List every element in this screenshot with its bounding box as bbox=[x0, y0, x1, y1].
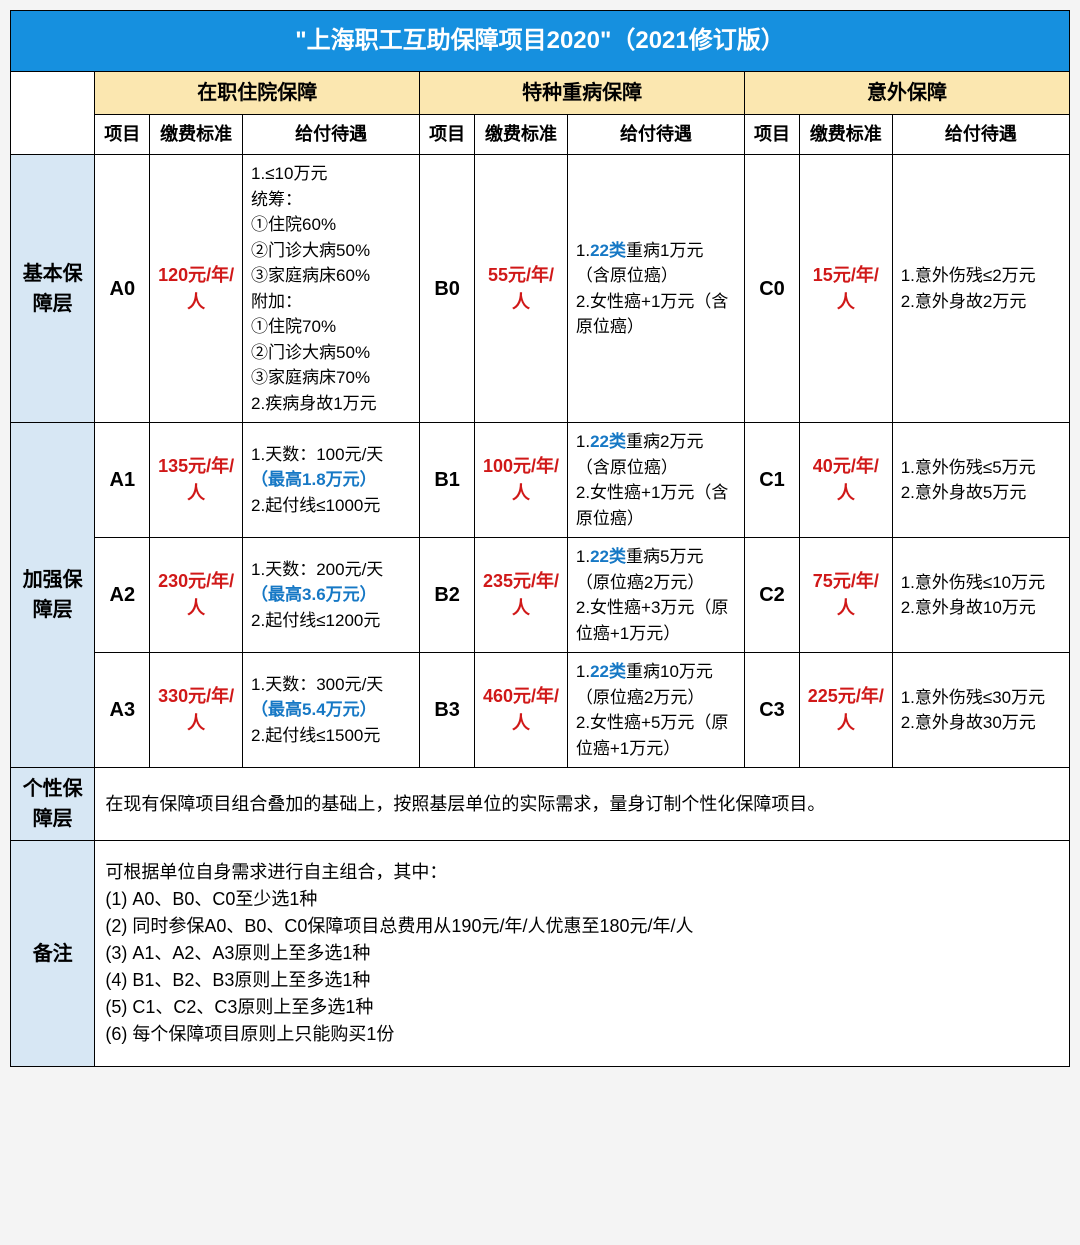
c0-benefit: 1.意外伤残≤2万元 2.意外身故2万元 bbox=[892, 155, 1069, 423]
sub-c-2: 给付待遇 bbox=[892, 115, 1069, 155]
row-notes: 备注 可根据单位自身需求进行自主组合，其中： (1) A0、B0、C0至少选1种… bbox=[11, 841, 1070, 1067]
row-basic: 基本保障层 A0 120元/年/人 1.≤10万元 统筹： ①住院60% ②门诊… bbox=[11, 155, 1070, 423]
sub-b-2: 给付待遇 bbox=[567, 115, 744, 155]
b3-b2: 2.女性癌+5万元（原位癌+1万元） bbox=[576, 713, 729, 758]
row-custom: 个性保障层 在现有保障项目组合叠加的基础上，按照基层单位的实际需求，量身订制个性… bbox=[11, 768, 1070, 841]
a2-fee: 230元/年/人 bbox=[150, 538, 243, 653]
a0-fee: 120元/年/人 bbox=[150, 155, 243, 423]
b3-benefit: 1.22类重病10万元（原位癌2万元）2.女性癌+5万元（原位癌+1万元） bbox=[567, 653, 744, 768]
b1-benefit: 1.22类重病2万元（含原位癌）2.女性癌+1万元（含原位癌） bbox=[567, 423, 744, 538]
b1-b2: 2.女性癌+1万元（含原位癌） bbox=[576, 483, 729, 528]
b2-22: 22类 bbox=[590, 547, 626, 566]
a1-benefit: 1.天数：100元/天 （最高1.8万元） 2.起付线≤1000元 bbox=[243, 423, 420, 538]
layer-enhanced: 加强保障层 bbox=[11, 423, 95, 768]
b3-proj: B3 bbox=[420, 653, 475, 768]
layer-custom-label: 个性保障层 bbox=[23, 778, 83, 830]
custom-text: 在现有保障项目组合叠加的基础上，按照基层单位的实际需求，量身订制个性化保障项目。 bbox=[95, 768, 1070, 841]
a2-bblue: （最高3.6万元） bbox=[251, 585, 377, 604]
a0-benefit-text: 1.≤10万元 统筹： ①住院60% ②门诊大病50% ③家庭病床60% 附加：… bbox=[251, 164, 377, 413]
cat-a: 在职住院保障 bbox=[95, 72, 420, 115]
b0-b2: 2.女性癌+1万元（含原位癌） bbox=[576, 292, 729, 337]
c1-fee: 40元/年/人 bbox=[799, 423, 892, 538]
b2-b2: 2.女性癌+3万元（原位癌+1万元） bbox=[576, 598, 729, 643]
b0-b1p: 1. bbox=[576, 241, 590, 260]
c0-proj: C0 bbox=[745, 155, 800, 423]
b1-fee: 100元/年/人 bbox=[475, 423, 568, 538]
a1-bblue: （最高1.8万元） bbox=[251, 470, 377, 489]
layer-header-blank bbox=[11, 72, 95, 155]
b3-fee: 460元/年/人 bbox=[475, 653, 568, 768]
insurance-table-wrapper: "上海职工互助保障项目2020"（2021修订版） 在职住院保障 特种重病保障 … bbox=[10, 10, 1070, 1067]
sub-a-1: 缴费标准 bbox=[150, 115, 243, 155]
b3-b1p: 1. bbox=[576, 662, 590, 681]
layer-notes: 备注 bbox=[11, 841, 95, 1067]
b0-fee: 55元/年/人 bbox=[475, 155, 568, 423]
b2-proj: B2 bbox=[420, 538, 475, 653]
cat-c: 意外保障 bbox=[745, 72, 1070, 115]
b3-22: 22类 bbox=[590, 662, 626, 681]
a1-fee: 135元/年/人 bbox=[150, 423, 243, 538]
row-a1: 加强保障层 A1 135元/年/人 1.天数：100元/天（最高1.8万元）2.… bbox=[11, 423, 1070, 538]
a1-b2: 2.起付线≤1000元 bbox=[251, 496, 380, 515]
b1-proj: B1 bbox=[420, 423, 475, 538]
a2-proj: A2 bbox=[95, 538, 150, 653]
sub-b-1: 缴费标准 bbox=[475, 115, 568, 155]
c2-proj: C2 bbox=[745, 538, 800, 653]
a3-bblue: （最高5.4万元） bbox=[251, 700, 377, 719]
b2-fee: 235元/年/人 bbox=[475, 538, 568, 653]
c3-benefit: 1.意外伤残≤30万元 2.意外身故30万元 bbox=[892, 653, 1069, 768]
a0-benefit: 1.≤10万元 统筹： ①住院60% ②门诊大病50% ③家庭病床60% 附加：… bbox=[243, 155, 420, 423]
c2-benefit: 1.意外伤残≤10万元 2.意外身故10万元 bbox=[892, 538, 1069, 653]
a1-b1: 1.天数：100元/天 bbox=[251, 445, 383, 464]
c1-benefit-text: 1.意外伤残≤5万元 2.意外身故5万元 bbox=[901, 458, 1036, 503]
sub-b-0: 项目 bbox=[420, 115, 475, 155]
layer-basic: 基本保障层 bbox=[11, 155, 95, 423]
c0-fee: 15元/年/人 bbox=[799, 155, 892, 423]
layer-notes-label: 备注 bbox=[33, 943, 73, 965]
c0-benefit-text: 1.意外伤残≤2万元 2.意外身故2万元 bbox=[901, 266, 1036, 311]
b1-b1p: 1. bbox=[576, 432, 590, 451]
c3-benefit-text: 1.意外伤残≤30万元 2.意外身故30万元 bbox=[901, 688, 1045, 733]
c1-benefit: 1.意外伤残≤5万元 2.意外身故5万元 bbox=[892, 423, 1069, 538]
c2-benefit-text: 1.意外伤残≤10万元 2.意外身故10万元 bbox=[901, 573, 1045, 618]
c2-fee: 75元/年/人 bbox=[799, 538, 892, 653]
a3-b2: 2.起付线≤1500元 bbox=[251, 726, 380, 745]
a3-benefit: 1.天数：300元/天 （最高5.4万元） 2.起付线≤1500元 bbox=[243, 653, 420, 768]
b0-benefit: 1.22类重病1万元（含原位癌）2.女性癌+1万元（含原位癌） bbox=[567, 155, 744, 423]
row-a3: A3 330元/年/人 1.天数：300元/天 （最高5.4万元） 2.起付线≤15… bbox=[11, 653, 1070, 768]
a3-proj: A3 bbox=[95, 653, 150, 768]
c1-proj: C1 bbox=[745, 423, 800, 538]
b1-22: 22类 bbox=[590, 432, 626, 451]
a2-benefit: 1.天数：200元/天 （最高3.6万元） 2.起付线≤1200元 bbox=[243, 538, 420, 653]
insurance-table: "上海职工互助保障项目2020"（2021修订版） 在职住院保障 特种重病保障 … bbox=[10, 10, 1070, 1067]
sub-c-0: 项目 bbox=[745, 115, 800, 155]
sub-a-2: 给付待遇 bbox=[243, 115, 420, 155]
row-a2: A2 230元/年/人 1.天数：200元/天 （最高3.6万元） 2.起付线≤12… bbox=[11, 538, 1070, 653]
sub-c-1: 缴费标准 bbox=[799, 115, 892, 155]
a3-b1: 1.天数：300元/天 bbox=[251, 675, 383, 694]
b2-benefit: 1.22类重病5万元（原位癌2万元）2.女性癌+3万元（原位癌+1万元） bbox=[567, 538, 744, 653]
notes-text: 可根据单位自身需求进行自主组合，其中： (1) A0、B0、C0至少选1种 (2… bbox=[95, 841, 1070, 1067]
table-title: "上海职工互助保障项目2020"（2021修订版） bbox=[11, 11, 1070, 72]
a2-b2: 2.起付线≤1200元 bbox=[251, 611, 380, 630]
b0-22: 22类 bbox=[590, 241, 626, 260]
layer-enhanced-label: 加强保障层 bbox=[23, 569, 83, 621]
a1-proj: A1 bbox=[95, 423, 150, 538]
layer-basic-label: 基本保障层 bbox=[23, 263, 83, 315]
b2-b1p: 1. bbox=[576, 547, 590, 566]
c3-proj: C3 bbox=[745, 653, 800, 768]
c3-fee: 225元/年/人 bbox=[799, 653, 892, 768]
cat-b: 特种重病保障 bbox=[420, 72, 745, 115]
a3-fee: 330元/年/人 bbox=[150, 653, 243, 768]
layer-custom: 个性保障层 bbox=[11, 768, 95, 841]
a2-b1: 1.天数：200元/天 bbox=[251, 560, 383, 579]
b0-proj: B0 bbox=[420, 155, 475, 423]
sub-a-0: 项目 bbox=[95, 115, 150, 155]
a0-proj: A0 bbox=[95, 155, 150, 423]
